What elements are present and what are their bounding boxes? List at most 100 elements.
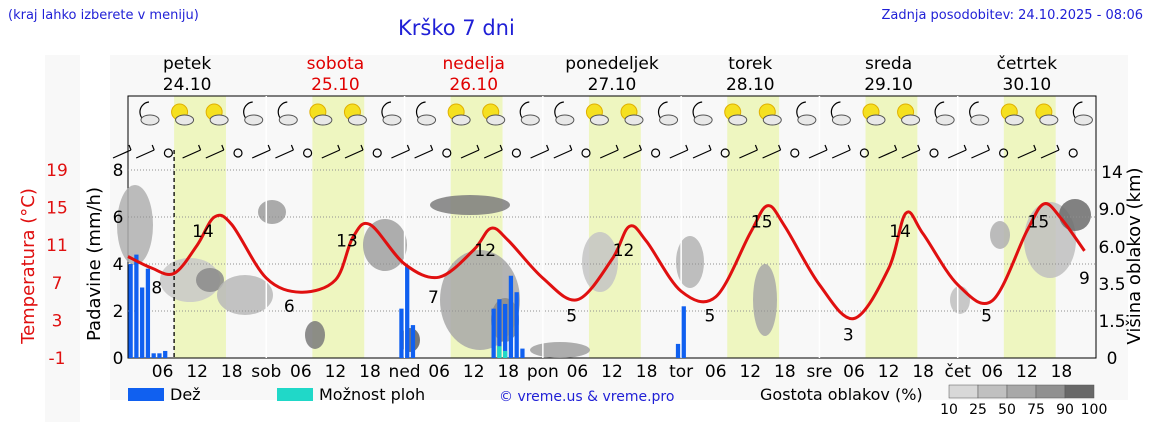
weather-icon — [554, 101, 575, 126]
temperature-value-label: 13 — [336, 231, 358, 251]
cloud-density-swatch — [1035, 384, 1066, 399]
cloud-density-scale-label: 25 — [969, 402, 987, 418]
wind-symbol — [135, 144, 155, 159]
cloud-density-blob — [530, 342, 590, 358]
cloud-density-blob — [305, 321, 325, 349]
wind-symbol — [831, 144, 851, 159]
weather-icon — [205, 103, 229, 126]
copyright: © vreme.us & vreme.pro — [499, 389, 674, 405]
rain-bar — [508, 275, 514, 358]
temperature-value-label: 5 — [566, 307, 577, 327]
x-tick-label: 06 — [705, 362, 727, 382]
region-hint[interactable]: (kraj lahko izberete v meniju) — [8, 8, 199, 23]
temp-tick-label: -1 — [49, 349, 66, 369]
wind-symbol — [929, 148, 939, 158]
rain-bar — [157, 353, 162, 358]
wind-symbol — [1068, 148, 1078, 158]
weather-icon — [934, 101, 955, 126]
temperature-value-label: 5 — [705, 307, 716, 327]
showers-bar — [497, 346, 502, 358]
weather-icon — [724, 103, 748, 126]
precip-tick-label: 8 — [113, 161, 124, 181]
wind-symbol — [998, 148, 1009, 158]
wind-symbol — [233, 148, 243, 158]
day-date: 29.10 — [864, 75, 913, 95]
temperature-value-label: 7 — [428, 288, 439, 308]
wind-symbol — [762, 144, 782, 159]
cloud-density-blob — [582, 232, 618, 292]
wind-symbol — [669, 144, 689, 159]
day-date: 28.10 — [726, 75, 775, 95]
day-date: 30.10 — [1003, 75, 1052, 95]
weather-icon — [692, 101, 713, 126]
x-tick-label: sre — [806, 362, 832, 382]
temp-tick-label: 3 — [52, 311, 63, 331]
temperature-value-label: 15 — [751, 213, 773, 233]
weather-icon — [830, 101, 851, 126]
x-tick-label: tor — [669, 362, 693, 382]
precip-tick-label: 0 — [113, 349, 124, 369]
cloud-density-swatch — [948, 384, 979, 399]
rain-bar — [399, 308, 404, 358]
wind-symbol — [205, 144, 225, 159]
x-tick-label: 18 — [774, 362, 796, 382]
cloud-height-tick-label: 9.0 — [1098, 200, 1125, 220]
weather-icon — [585, 103, 609, 126]
day-name: četrtek — [997, 54, 1058, 74]
wind-symbol — [720, 148, 730, 158]
weather-icon — [139, 101, 160, 126]
x-tick-label: 12 — [739, 362, 761, 382]
daylight-band — [312, 96, 365, 358]
x-tick-label: 12 — [463, 362, 485, 382]
wind-symbol — [303, 148, 313, 158]
temp-axis-title: Temperatura (°C) — [18, 188, 39, 345]
wind-symbol — [391, 144, 410, 159]
weather-icon — [309, 103, 333, 126]
showers-bar — [503, 350, 508, 358]
temperature-value-label: 3 — [843, 325, 854, 345]
x-tick-label: 06 — [981, 362, 1003, 382]
daylight-band — [865, 96, 918, 358]
day-date: 27.10 — [588, 75, 637, 95]
wind-symbol — [442, 148, 452, 158]
wind-symbol — [947, 144, 967, 159]
weather-icon — [620, 103, 644, 126]
cloud-density-blob — [950, 286, 970, 314]
weather-icon — [343, 103, 367, 126]
rain-bar — [520, 348, 525, 358]
weather-icon — [969, 101, 990, 126]
chart-title: Krško 7 dni — [398, 16, 515, 40]
wind-symbol — [901, 144, 921, 159]
precip-tick-label: 2 — [113, 302, 124, 322]
day-name: torek — [728, 54, 772, 74]
x-tick-label: 06 — [152, 362, 174, 382]
rain-bar — [405, 266, 410, 358]
weather-icon — [1000, 103, 1024, 126]
wind-symbol — [859, 148, 870, 158]
temp-tick-label: 11 — [46, 236, 68, 256]
x-tick-label: pon — [527, 362, 559, 382]
rain-bar — [145, 268, 151, 358]
cloud-density-blob — [363, 219, 407, 271]
weather-icon — [519, 101, 540, 126]
wind-symbol — [460, 144, 480, 159]
wind-symbol — [372, 148, 382, 158]
day-name: nedelja — [443, 54, 505, 74]
wind-symbol — [581, 148, 591, 158]
x-tick-label: 18 — [912, 362, 934, 382]
temperature-value-label: 6 — [284, 297, 295, 317]
rain-bar — [675, 343, 681, 358]
rain-bar — [497, 299, 502, 358]
weather-icon — [897, 103, 921, 126]
wind-symbol — [163, 148, 173, 158]
cloud-density-scale-label: 10 — [940, 402, 958, 418]
x-tick-label: 18 — [1051, 362, 1073, 382]
rain-bar — [681, 306, 686, 358]
wind-symbol — [530, 144, 550, 159]
temperature-value-label: 9 — [1079, 269, 1090, 289]
cloud-height-tick-label: 3.5 — [1098, 275, 1125, 295]
weather-icon — [758, 103, 782, 126]
day-date: 25.10 — [311, 75, 360, 95]
weather-icon — [171, 103, 195, 126]
